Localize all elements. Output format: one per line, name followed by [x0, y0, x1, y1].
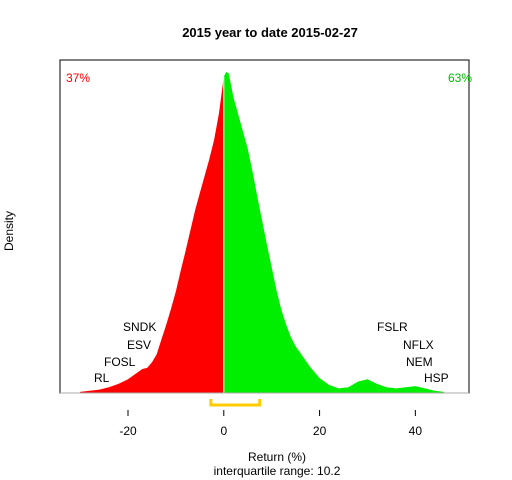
iqr-bracket [209, 399, 262, 407]
left-share-label: 37% [66, 71, 90, 85]
right-outlier-label: HSP [424, 371, 449, 385]
right-outlier-label: NFLX [403, 338, 434, 352]
left-outlier-label: SNDK [123, 320, 156, 334]
iqr-bracket-line [209, 399, 262, 407]
left-outlier-label: RL [94, 371, 110, 385]
x-axis-label: Return (%) [248, 450, 306, 464]
x-tick-label: 20 [313, 424, 327, 438]
x-tick-label: 0 [220, 424, 227, 438]
chart-title: 2015 year to date 2015-02-27 [182, 25, 358, 40]
y-axis-label: Density [2, 211, 16, 251]
density-positive-area [223, 72, 445, 393]
left-outlier-label: ESV [127, 338, 151, 352]
left-outlier-label: FOSL [104, 355, 136, 369]
x-tick-label: 40 [409, 424, 423, 438]
right-outlier-label: FSLR [377, 320, 408, 334]
right-share-label: 63% [448, 71, 472, 85]
iqr-subtitle: interquartile range: 10.2 [214, 464, 341, 478]
x-axis: -20 0 20 40 [119, 410, 422, 438]
x-tick-label: -20 [119, 424, 137, 438]
density-negative-area [80, 76, 224, 393]
right-outlier-label: NEM [406, 355, 433, 369]
density-area [80, 72, 445, 393]
